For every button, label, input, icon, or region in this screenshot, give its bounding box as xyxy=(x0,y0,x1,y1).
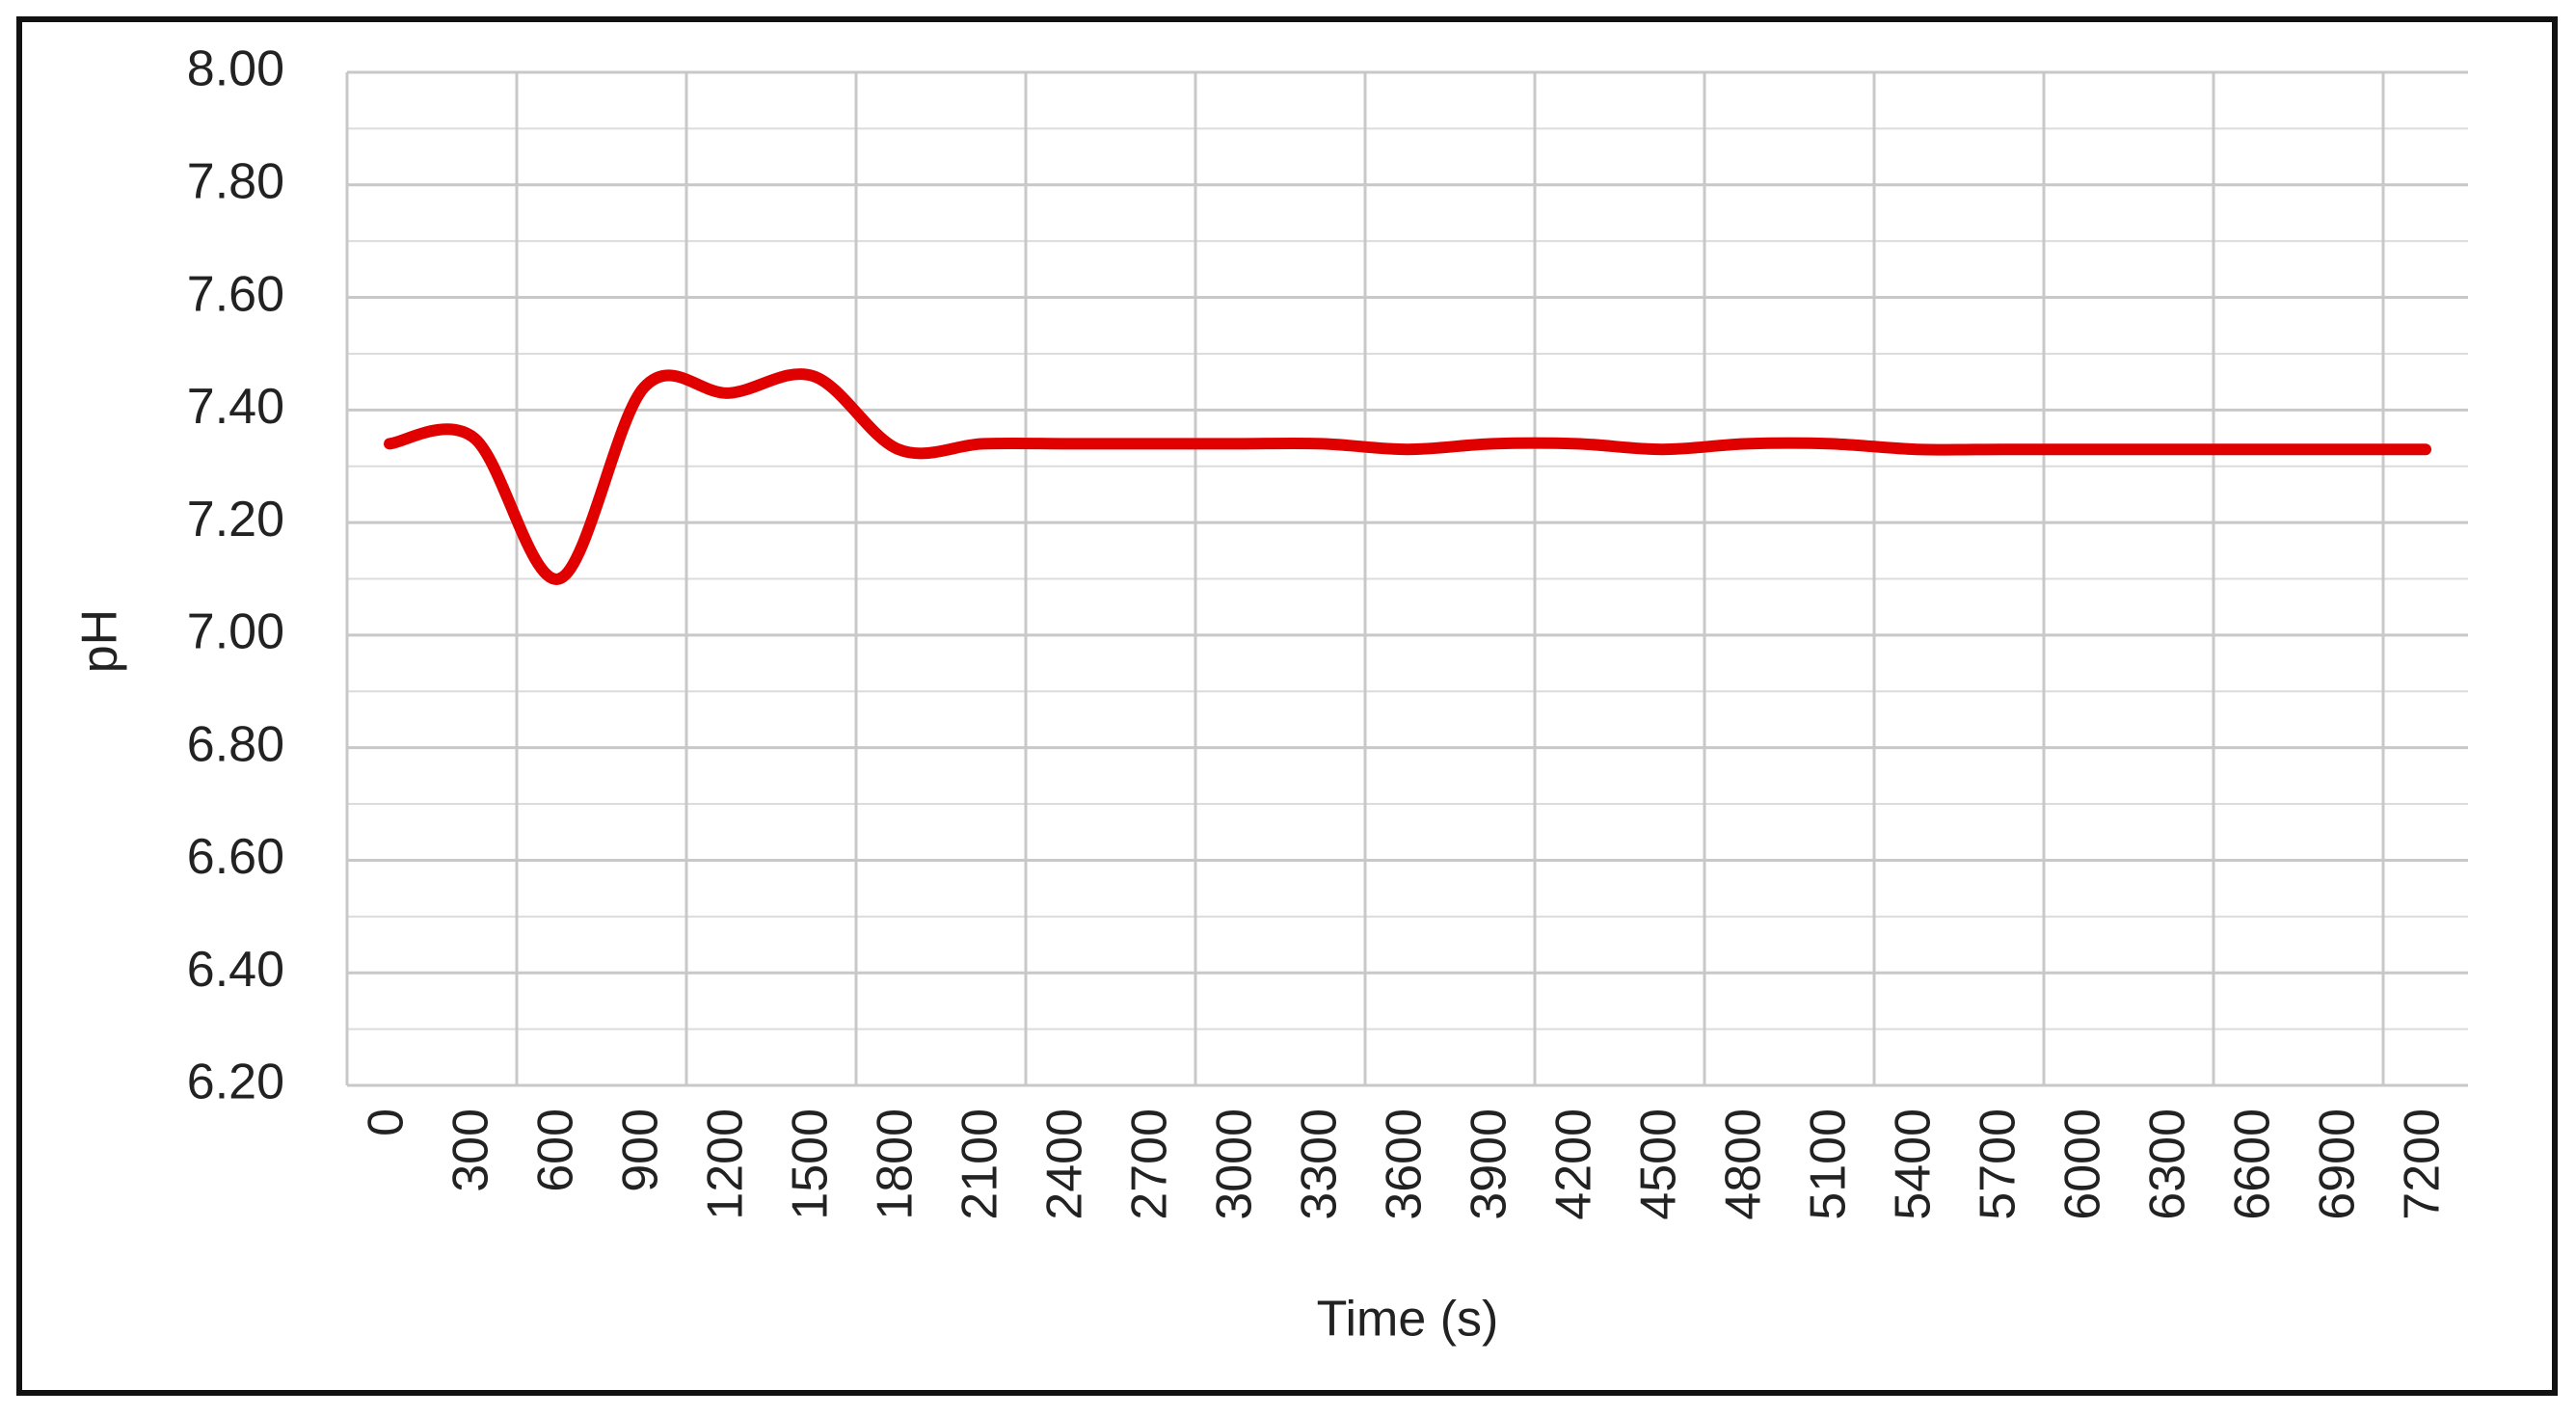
x-tick-label: 1500 xyxy=(783,1109,839,1220)
x-tick-label: 900 xyxy=(613,1109,669,1192)
y-tick-label: 6.20 xyxy=(187,1055,284,1110)
x-tick-label: 6900 xyxy=(2310,1109,2366,1220)
y-axis-title: pH xyxy=(72,609,128,673)
x-tick-label: 3300 xyxy=(1292,1109,1348,1220)
y-tick-label: 7.80 xyxy=(187,154,284,210)
data-line xyxy=(384,368,2431,585)
x-tick-label: 3900 xyxy=(1462,1109,1517,1220)
x-tick-label: 5400 xyxy=(1886,1109,1942,1220)
x-tick-label: 600 xyxy=(528,1109,584,1192)
x-tick-label: 6000 xyxy=(2055,1109,2111,1220)
x-tick-label: 4500 xyxy=(1631,1109,1687,1220)
x-tick-label: 6300 xyxy=(2140,1109,2196,1220)
x-tick-label: 6600 xyxy=(2225,1109,2281,1220)
x-tick-label: 1800 xyxy=(868,1109,924,1220)
x-tick-label: 4200 xyxy=(1546,1109,1602,1220)
x-tick-label: 0 xyxy=(359,1109,415,1136)
x-tick-label: 3600 xyxy=(1377,1109,1433,1220)
x-tick-label: 2400 xyxy=(1037,1109,1093,1220)
y-tick-label: 7.00 xyxy=(187,604,284,660)
x-tick-label: 2100 xyxy=(953,1109,1008,1220)
frame xyxy=(16,16,2558,1396)
x-tick-label: 1200 xyxy=(698,1109,754,1220)
y-tick-label: 7.20 xyxy=(187,492,284,548)
y-tick-label: 7.40 xyxy=(187,379,284,435)
x-tick-label: 300 xyxy=(443,1109,499,1192)
x-tick-label: 5700 xyxy=(1971,1109,2026,1220)
y-tick-label: 6.80 xyxy=(187,716,284,772)
x-axis-title: Time (s) xyxy=(1317,1292,1499,1348)
x-tick-label: 4800 xyxy=(1716,1109,1772,1220)
y-tick-label: 8.00 xyxy=(187,41,284,97)
y-tick-label: 6.60 xyxy=(187,829,284,885)
y-tick-label: 7.60 xyxy=(187,266,284,322)
x-tick-label: 2700 xyxy=(1122,1109,1178,1220)
x-tick-label: 5100 xyxy=(1801,1109,1857,1220)
y-tick-label: 6.40 xyxy=(187,942,284,998)
x-tick-label: 3000 xyxy=(1207,1109,1263,1220)
x-tick-label: 7200 xyxy=(2395,1109,2451,1220)
